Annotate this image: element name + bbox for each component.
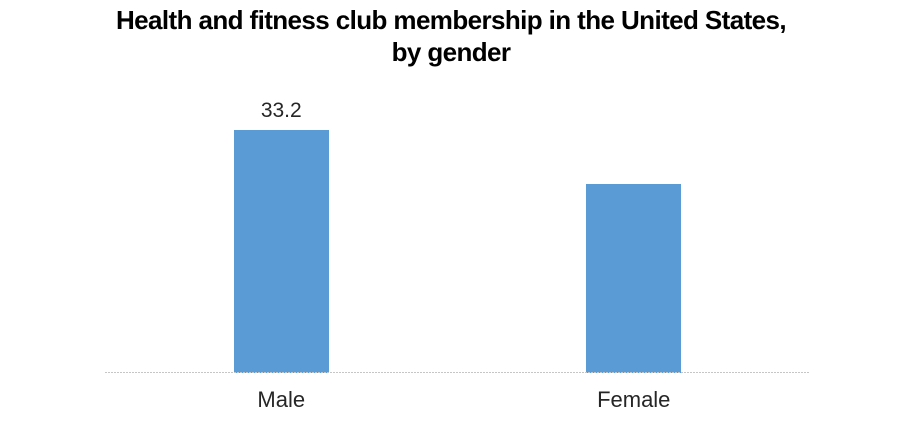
chart-title-line-1: Health and fitness club membership in th…	[116, 5, 787, 35]
plot-area: 33.2	[105, 99, 810, 373]
x-axis-labels: Male Female	[105, 387, 810, 413]
bar-group-male: 33.2	[233, 99, 329, 373]
bar-female	[586, 184, 682, 373]
value-label-male: 33.2	[260, 99, 302, 122]
bar-group-female	[586, 99, 682, 373]
chart-title-line-2: by gender	[391, 37, 511, 67]
bar-male	[233, 130, 329, 373]
x-tick-label-female: Female	[597, 387, 671, 412]
x-tick-label-male: Male	[257, 387, 306, 412]
chart-title: Health and fitness club membership in th…	[0, 4, 902, 68]
x-axis-line	[105, 372, 810, 373]
